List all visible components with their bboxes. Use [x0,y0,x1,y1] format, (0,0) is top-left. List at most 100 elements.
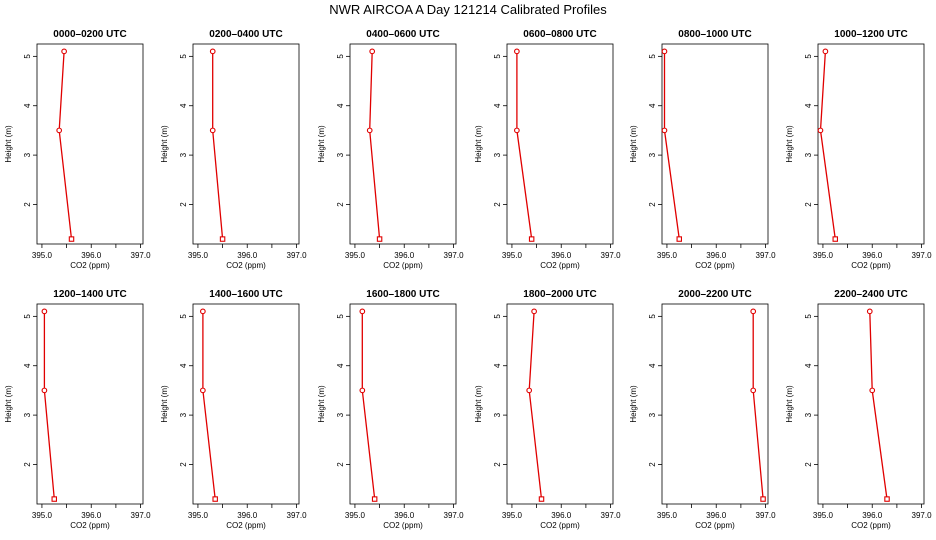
profile-panel-5: 0800–1000 UTC 395.0 396.0 397.0 2 3 4 5 CO2 (ppm… [629,29,776,270]
x-tick-label: 395.0 [345,511,366,520]
x-axis-label: CO2 (ppm) [695,521,735,530]
profile-point [869,387,876,394]
profile-point [832,236,839,242]
x-tick-label: 397.0 [444,251,465,260]
panel-title: 1800–2000 UTC [523,289,596,300]
profile-line [516,51,533,240]
profile-line [819,51,836,240]
profile-line [212,51,224,240]
y-axis-label: Height (m) [160,125,169,163]
profile-line [869,311,888,500]
x-tick-label: 396.0 [551,251,572,260]
profile-line [361,311,376,500]
y-tick-label: 5 [804,314,813,319]
profile-point [219,236,226,242]
x-axis-label: CO2 (ppm) [70,521,110,530]
y-tick-label: 5 [648,314,657,319]
plot-frame [349,43,457,245]
panel-title: 0400–0600 UTC [366,29,439,40]
plot-frame [192,43,300,245]
panels: 0000–0200 UTC 395.0 396.0 397.0 2 3 4 5 CO2 (ppm… [4,29,932,530]
x-tick-label: 397.0 [912,251,933,260]
panel-title: 0200–0400 UTC [209,29,282,40]
profile-point [526,387,533,394]
x-tick-label: 396.0 [394,251,415,260]
y-tick-label: 4 [493,363,502,368]
profile-point [41,387,48,394]
profile-line [663,51,680,240]
y-axis-label: Height (m) [317,385,326,423]
x-axis-label: CO2 (ppm) [226,521,266,530]
profile-panel-11: 2000–2200 UTC 395.0 396.0 397.0 2 3 4 5 CO2 (ppm… [629,289,776,530]
y-tick-label: 3 [804,412,813,417]
profile-point [514,48,520,55]
x-axis-label: CO2 (ppm) [540,261,580,270]
profile-point [366,127,373,134]
y-tick-label: 2 [804,462,813,467]
x-tick-label: 396.0 [862,251,883,260]
y-tick-label: 2 [493,462,502,467]
y-tick-label: 5 [179,54,188,59]
y-tick-label: 3 [23,152,32,157]
profile-point [528,236,535,242]
x-tick-label: 396.0 [237,511,258,520]
y-tick-label: 3 [493,412,502,417]
profile-point [56,127,63,134]
profile-panel-8: 1400–1600 UTC 395.0 396.0 397.0 2 3 4 5 CO2 (ppm… [160,289,307,530]
profile-point [61,48,67,55]
y-tick-label: 3 [23,412,32,417]
y-tick-label: 5 [336,314,345,319]
x-tick-label: 395.0 [32,251,53,260]
y-tick-label: 5 [493,314,502,319]
panel-title: 0800–1000 UTC [678,29,751,40]
profile-point [750,387,757,394]
x-axis-label: CO2 (ppm) [851,521,891,530]
y-tick-label: 2 [336,462,345,467]
y-axis-label: Height (m) [474,125,483,163]
x-tick-label: 395.0 [32,511,53,520]
x-tick-label: 395.0 [657,251,678,260]
profile-point [822,48,829,55]
x-tick-label: 396.0 [394,511,415,520]
panel-title: 0600–0800 UTC [523,29,596,40]
profile-point [209,48,216,55]
x-tick-label: 397.0 [912,511,933,520]
y-tick-label: 3 [804,152,813,157]
y-tick-label: 2 [493,202,502,207]
plot-frame [506,303,614,505]
profile-point [531,308,537,315]
x-tick-label: 396.0 [706,251,727,260]
plot-frame [36,303,144,505]
profile-point [212,496,218,502]
profile-point [750,308,757,315]
x-tick-label: 397.0 [287,251,308,260]
profile-line [369,51,381,240]
profile-line [752,311,764,500]
plot-frame [661,43,769,245]
y-tick-label: 2 [648,462,657,467]
y-tick-label: 4 [23,363,32,368]
panel-title: 1000–1200 UTC [834,29,907,40]
x-tick-label: 396.0 [81,511,102,520]
y-tick-label: 3 [648,412,657,417]
y-tick-label: 2 [179,202,188,207]
x-axis-label: CO2 (ppm) [383,261,423,270]
x-tick-label: 395.0 [502,511,523,520]
y-tick-label: 5 [23,54,32,59]
x-tick-label: 395.0 [813,251,834,260]
panel-title: 1400–1600 UTC [209,289,282,300]
y-tick-label: 4 [804,363,813,368]
y-axis-label: Height (m) [785,125,794,163]
x-tick-label: 397.0 [601,511,622,520]
y-axis-label: Height (m) [785,385,794,423]
x-tick-label: 397.0 [131,511,152,520]
y-axis-label: Height (m) [317,125,326,163]
y-tick-label: 5 [23,314,32,319]
y-tick-label: 3 [336,152,345,157]
x-tick-label: 397.0 [601,251,622,260]
profile-point [760,496,766,502]
plot-frame [817,43,925,245]
x-tick-label: 397.0 [756,511,777,520]
x-tick-label: 396.0 [706,511,727,520]
